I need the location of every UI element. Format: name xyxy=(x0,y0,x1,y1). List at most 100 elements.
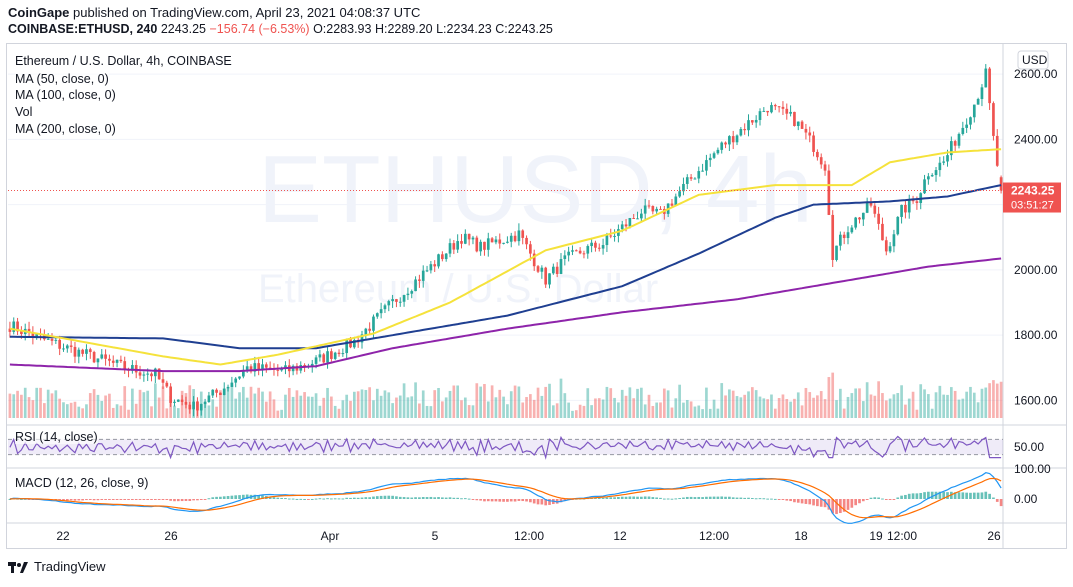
volume-bar xyxy=(295,390,299,418)
candle-body xyxy=(609,235,613,237)
candle-body xyxy=(762,110,766,112)
volume-bar xyxy=(242,386,245,418)
macd-histogram-bar xyxy=(58,499,62,501)
macd-histogram-bar xyxy=(620,496,624,499)
macd-histogram-bar xyxy=(356,497,360,499)
legend-macd: MACD (12, 26, close, 9) xyxy=(15,476,149,490)
volume-bar xyxy=(215,406,218,418)
volume-bar xyxy=(873,395,877,418)
candle-body xyxy=(754,119,758,123)
macd-histogram-bar xyxy=(972,492,976,499)
volume-bar xyxy=(858,388,861,418)
candle-body xyxy=(540,267,544,272)
candle-body xyxy=(138,372,142,376)
candle-body xyxy=(800,121,804,129)
candle-body xyxy=(467,233,471,240)
volume-bar xyxy=(655,402,659,418)
candle-body xyxy=(586,246,590,254)
macd-histogram-bar xyxy=(207,498,211,500)
volume-bar xyxy=(280,409,283,418)
candle-body xyxy=(930,175,934,177)
candle-body xyxy=(326,351,329,363)
macd-histogram-bar xyxy=(938,491,942,499)
candle-body xyxy=(12,321,16,332)
ma100-line xyxy=(9,184,1002,350)
macd-histogram-bar xyxy=(142,499,146,500)
macd-histogram-bar xyxy=(563,499,567,502)
macd-histogram-bar xyxy=(747,497,750,499)
macd-histogram-bar xyxy=(816,499,819,507)
candle-body xyxy=(620,224,624,230)
macd-histogram-bar xyxy=(674,498,678,500)
volume-bar xyxy=(888,398,892,418)
volume-bar xyxy=(586,388,590,418)
time-axis-label: 12:00 xyxy=(887,529,917,543)
candle-body xyxy=(341,353,345,355)
volume-bar xyxy=(861,401,865,418)
candle-body xyxy=(123,361,127,370)
volume-bar xyxy=(261,391,264,418)
macd-histogram-bar xyxy=(823,499,827,508)
currency-button[interactable] xyxy=(1017,50,1049,70)
volume-bar xyxy=(976,402,980,418)
candle-body xyxy=(594,242,597,248)
volume-bar xyxy=(165,408,169,418)
macd-histogram-bar xyxy=(490,499,494,502)
volume-bar xyxy=(303,392,306,418)
candle-body xyxy=(131,365,134,371)
candle-body xyxy=(796,121,800,126)
candle-body xyxy=(773,105,777,107)
candle-body xyxy=(352,339,356,348)
macd-histogram-bar xyxy=(735,497,739,499)
macd-histogram-bar xyxy=(693,497,697,499)
candle-body xyxy=(766,110,769,113)
volume-bar xyxy=(65,404,69,418)
candle-body xyxy=(938,162,942,171)
macd-histogram-bar xyxy=(318,498,322,500)
volume-bar xyxy=(150,406,153,418)
macd-histogram-bar xyxy=(594,497,597,499)
macd-histogram-bar xyxy=(395,496,398,499)
macd-histogram-bar xyxy=(605,497,609,499)
volume-bar xyxy=(54,390,58,418)
candle-body xyxy=(85,349,88,354)
volume-bar xyxy=(387,392,391,418)
candle-body xyxy=(444,253,448,260)
candle-body xyxy=(705,160,708,171)
volume-bar xyxy=(272,399,276,418)
volume-bar xyxy=(264,401,268,418)
volume-bar xyxy=(398,395,402,418)
candle-body xyxy=(716,149,720,154)
candle-body xyxy=(850,227,854,233)
candle-body xyxy=(521,230,525,238)
candle-body xyxy=(230,382,234,387)
volume-bar xyxy=(827,377,831,418)
candle-body xyxy=(536,266,540,272)
volume-bar xyxy=(892,394,896,418)
macd-histogram-bar xyxy=(23,498,27,500)
volume-bar xyxy=(433,390,437,418)
macd-histogram-bar xyxy=(896,497,900,499)
volume-bar xyxy=(628,387,632,418)
volume-bar xyxy=(62,402,65,418)
volume-bar xyxy=(613,397,616,418)
macd-histogram-bar xyxy=(976,492,980,499)
candle-body xyxy=(735,135,739,143)
macd-histogram-bar xyxy=(452,497,456,499)
volume-bar xyxy=(368,387,371,418)
chart-frame xyxy=(6,43,1067,549)
published-text: published on TradingView.com, April 23, … xyxy=(73,5,421,20)
candle-body xyxy=(238,376,241,379)
macd-histogram-bar xyxy=(180,499,184,502)
candle-body xyxy=(506,241,509,243)
volume-bar xyxy=(360,389,364,418)
volume-bar xyxy=(506,404,509,418)
volume-bar xyxy=(222,388,226,418)
candle-body xyxy=(972,104,976,118)
macd-histogram-bar xyxy=(104,499,107,500)
volume-bar xyxy=(333,405,337,418)
candle-body xyxy=(437,254,440,267)
volume-bar xyxy=(337,408,341,418)
candle-body xyxy=(949,141,953,156)
